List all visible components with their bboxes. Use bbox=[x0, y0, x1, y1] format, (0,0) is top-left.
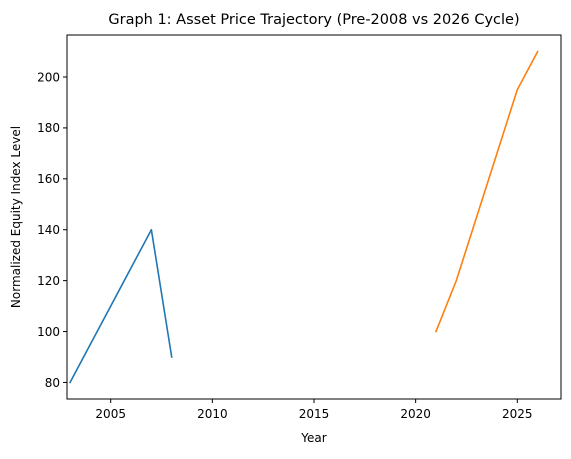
y-tick-label: 200 bbox=[37, 70, 60, 84]
y-tick-label: 120 bbox=[37, 274, 60, 288]
y-tick-label: 180 bbox=[37, 121, 60, 135]
y-axis-label: Normalized Equity Index Level bbox=[9, 126, 23, 308]
x-tick-label: 2010 bbox=[197, 407, 228, 421]
x-axis-label: Year bbox=[300, 431, 326, 445]
y-tick-label: 100 bbox=[37, 325, 60, 339]
x-tick-label: 2025 bbox=[502, 407, 533, 421]
x-tick-label: 2005 bbox=[95, 407, 126, 421]
y-tick-label: 80 bbox=[45, 376, 60, 390]
x-tick-label: 2020 bbox=[400, 407, 431, 421]
x-tick-label: 2015 bbox=[299, 407, 330, 421]
y-tick-label: 160 bbox=[37, 172, 60, 186]
y-tick-label: 140 bbox=[37, 223, 60, 237]
chart-title: Graph 1: Asset Price Trajectory (Pre-200… bbox=[108, 12, 519, 28]
